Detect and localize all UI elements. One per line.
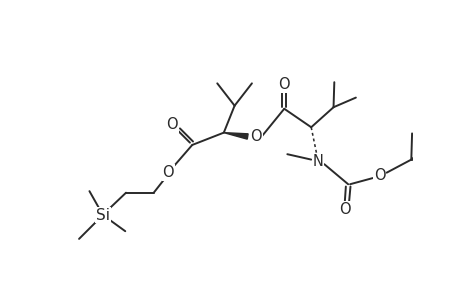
Text: O: O: [166, 117, 178, 132]
Text: O: O: [373, 168, 385, 183]
Text: O: O: [162, 165, 174, 180]
Text: Si: Si: [96, 208, 110, 223]
Text: N: N: [312, 154, 323, 169]
Text: O: O: [250, 129, 261, 144]
Text: O: O: [278, 77, 290, 92]
Text: O: O: [339, 202, 350, 217]
Polygon shape: [224, 133, 247, 139]
